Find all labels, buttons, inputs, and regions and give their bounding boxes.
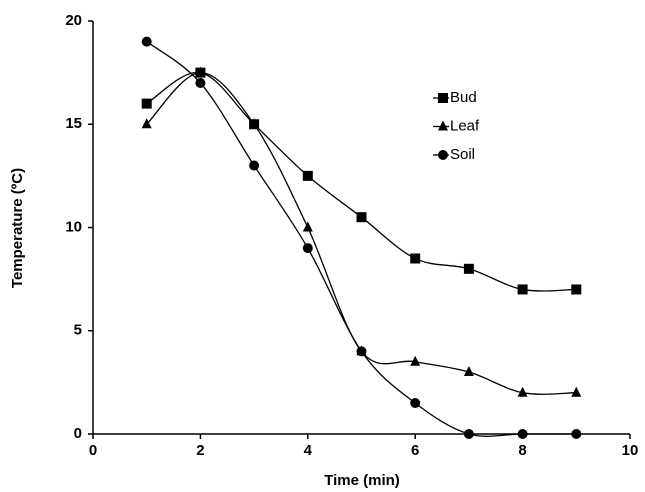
x-tick-label: 2 <box>196 442 204 459</box>
x-tick-label: 6 <box>411 442 419 459</box>
marker <box>141 98 152 109</box>
marker <box>195 77 206 88</box>
marker <box>410 398 421 409</box>
marker <box>517 386 528 397</box>
y-axis-label: Temperature (ºC) <box>9 168 26 288</box>
marker <box>571 386 582 397</box>
marker <box>249 118 260 129</box>
x-tick-label: 8 <box>518 442 526 459</box>
legend-entry: Bud <box>433 89 477 106</box>
marker <box>571 284 582 295</box>
marker <box>438 120 448 131</box>
legend-label: Soil <box>450 146 475 163</box>
y-tick-label: 10 <box>65 218 82 235</box>
marker <box>249 160 260 171</box>
marker <box>438 150 448 160</box>
marker <box>438 93 448 103</box>
x-axis-label: Time (min) <box>324 472 400 489</box>
marker <box>517 429 528 439</box>
x-tick-label: 10 <box>622 442 639 459</box>
marker <box>141 36 152 47</box>
marker <box>141 118 152 129</box>
marker <box>410 355 421 366</box>
marker <box>463 263 474 274</box>
marker <box>410 253 421 264</box>
legend-entry: Soil <box>433 146 475 163</box>
marker <box>571 429 582 439</box>
y-tick-label: 0 <box>74 425 82 442</box>
y-tick-label: 20 <box>65 12 82 29</box>
marker <box>195 66 206 77</box>
marker <box>356 346 367 357</box>
series-line <box>146 41 577 437</box>
marker <box>302 243 313 254</box>
marker <box>517 284 528 295</box>
y-tick-label: 15 <box>65 115 82 132</box>
legend-label: Leaf <box>450 117 480 134</box>
marker <box>356 212 367 223</box>
marker <box>463 429 474 439</box>
marker <box>302 221 313 232</box>
x-tick-label: 0 <box>89 442 97 459</box>
x-tick-label: 4 <box>304 442 313 459</box>
legend-entry: Leaf <box>433 117 480 134</box>
marker <box>463 366 474 377</box>
y-tick-label: 5 <box>74 322 82 339</box>
legend-label: Bud <box>450 89 477 106</box>
marker <box>302 170 313 181</box>
series-line <box>146 71 577 292</box>
